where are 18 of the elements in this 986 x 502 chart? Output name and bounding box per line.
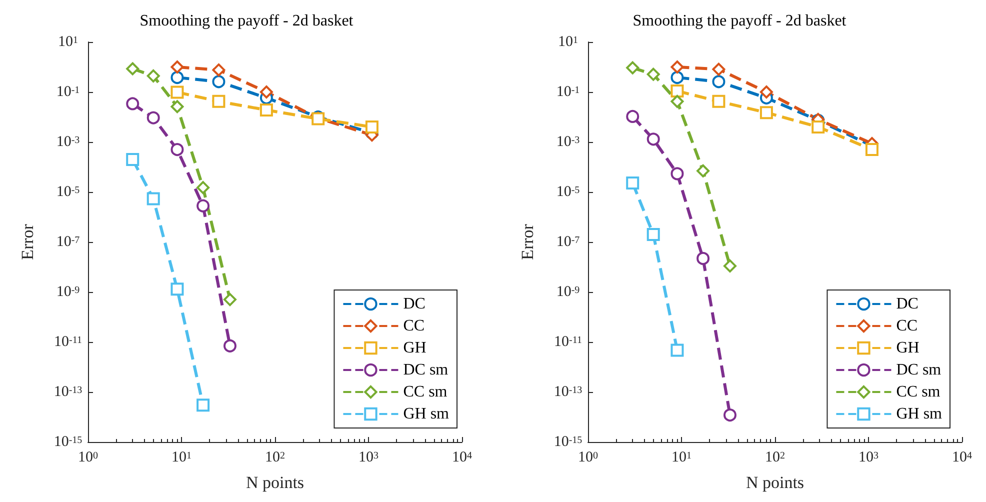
- legend-label: DC: [896, 296, 918, 312]
- y-axis-title: Error: [518, 224, 537, 260]
- legend-label: GH sm: [896, 406, 943, 422]
- x-axis-title: N points: [746, 473, 804, 492]
- legend-label: DC sm: [896, 362, 942, 378]
- legend-label: GH sm: [403, 406, 450, 422]
- legend-label: GH: [896, 340, 920, 356]
- chart-title: Smoothing the payoff - 2d basket: [140, 12, 354, 30]
- x-axis-title: N points: [246, 473, 304, 492]
- legend-label: GH: [403, 340, 427, 356]
- y-axis-title: Error: [18, 224, 37, 260]
- legend-label: DC sm: [403, 362, 449, 378]
- chart-title: Smoothing the payoff - 2d basket: [632, 12, 847, 30]
- legend-label: CC: [403, 318, 425, 334]
- legend-label: CC sm: [403, 384, 448, 400]
- legend-label: CC sm: [896, 384, 941, 400]
- legend-label: CC: [896, 318, 918, 334]
- legend-label: DC: [403, 296, 426, 312]
